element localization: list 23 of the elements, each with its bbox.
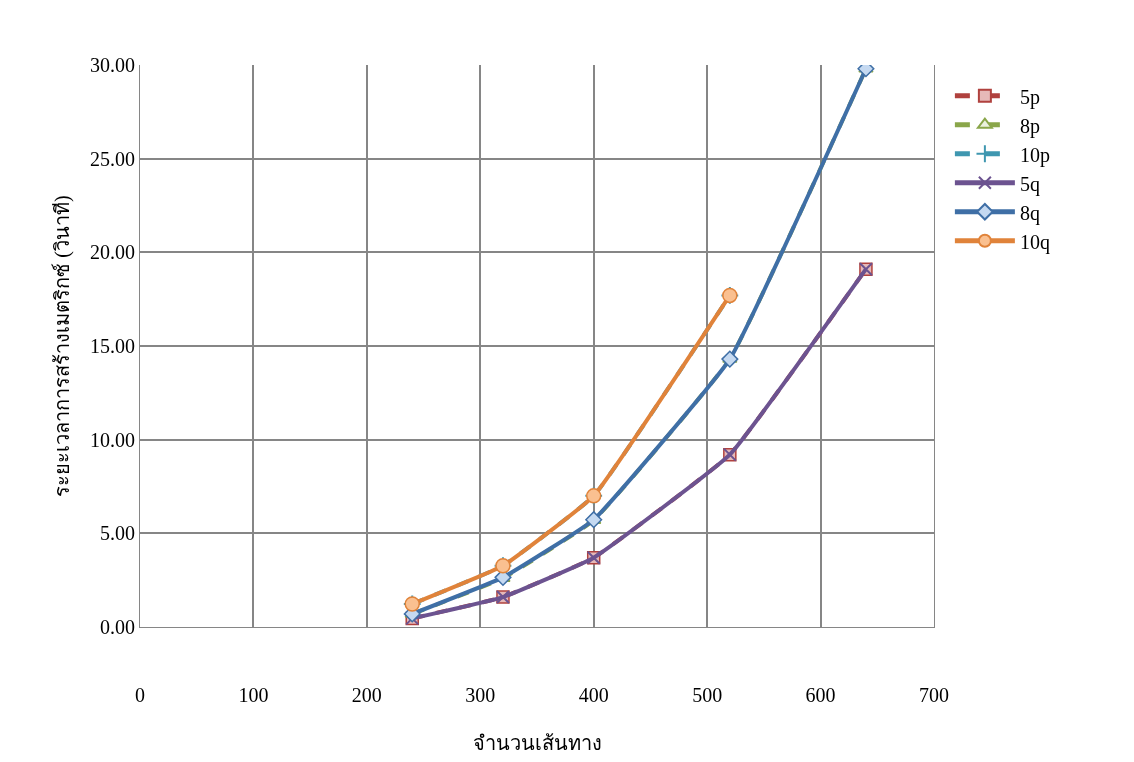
- y-tick-label: 20.00: [90, 241, 135, 264]
- y-tick-label: 30.00: [90, 54, 135, 76]
- x-tick-label: 0: [135, 684, 145, 706]
- y-tick-label: 15.00: [90, 335, 135, 357]
- x-tick-label: 600: [805, 684, 836, 706]
- x-tick-label: 700: [919, 684, 949, 706]
- legend-label: 8p: [1019, 114, 1040, 138]
- legend-label: 10q: [1019, 230, 1050, 254]
- x-tick-label: 300: [465, 684, 496, 706]
- y-axis-title: ระยะเวลาการสร้างเมตริกซ์ (วินาที): [50, 195, 74, 497]
- x-axis-title: จำนวนเส้นทาง: [472, 731, 602, 754]
- x-tick-label: 100: [238, 684, 269, 706]
- legend-label: 5p: [1019, 85, 1040, 109]
- y-tick-label: 10.00: [90, 428, 135, 451]
- x-tick-label: 400: [578, 684, 609, 706]
- y-tick-label: 0.00: [100, 616, 135, 638]
- y-tick-label: 25.00: [90, 147, 135, 170]
- legend-label: 10p: [1019, 143, 1050, 167]
- x-tick-label: 500: [692, 684, 723, 706]
- y-tick-label: 5.00: [100, 522, 135, 545]
- legend-label: 5q: [1019, 172, 1040, 196]
- x-tick-label: 200: [351, 684, 382, 706]
- legend-label: 8q: [1019, 201, 1040, 225]
